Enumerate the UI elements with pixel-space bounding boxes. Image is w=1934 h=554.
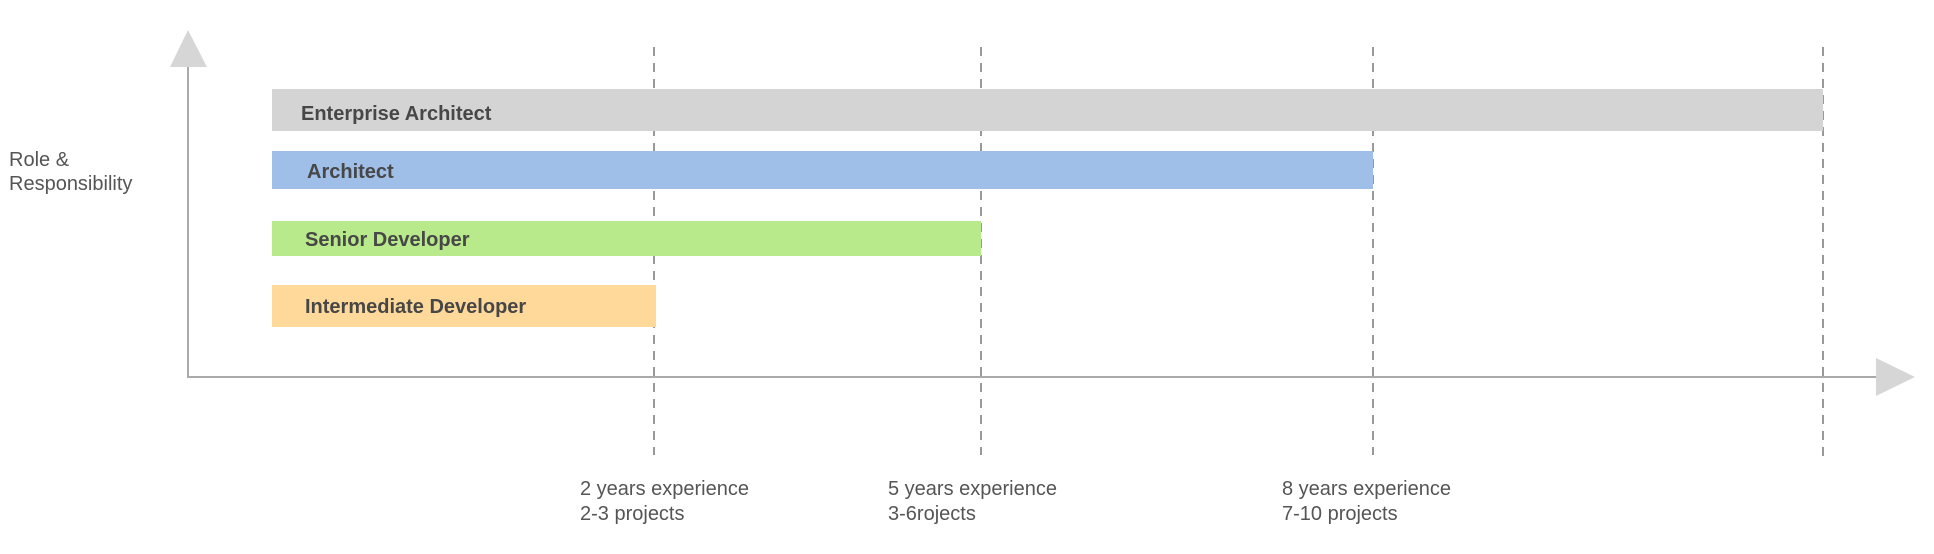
milestone-projects: 7-10 projects <box>1282 503 1398 525</box>
milestone-experience: 5 years experience <box>888 478 1057 500</box>
milestone-experience: 8 years experience <box>1282 478 1451 500</box>
milestone-projects: 3-6rojects <box>888 503 976 525</box>
x-axis-arrowhead <box>1876 358 1915 396</box>
role-bar-enterprise-architect: Enterprise Architect <box>272 89 1823 131</box>
role-bar-architect: Architect <box>272 151 1373 189</box>
role-bar-senior-developer: Senior Developer <box>272 221 981 256</box>
role-bar-intermediate-developer: Intermediate Developer <box>272 285 656 327</box>
role-bar-fill <box>272 285 656 327</box>
milestone-experience: 2 years experience <box>580 478 749 500</box>
milestone-label-5-years: 5 years experience 3-6rojects <box>888 478 1063 525</box>
y-axis-label-line-1: Role & <box>9 149 70 171</box>
y-axis-label-line-2: Responsibility <box>9 173 132 195</box>
milestone-label-2-years: 2 years experience 2-3 projects <box>580 478 755 525</box>
milestone-labels: 2 years experience 2-3 projects 5 years … <box>580 478 1457 525</box>
milestone-projects: 2-3 projects <box>580 503 685 525</box>
role-bar-fill <box>272 89 1823 131</box>
role-bar-label: Architect <box>307 161 394 183</box>
role-bar-fill <box>272 151 1373 189</box>
role-bars: Enterprise Architect Architect Senior De… <box>272 89 1823 327</box>
milestone-label-8-years: 8 years experience 7-10 projects <box>1282 478 1457 525</box>
y-axis-arrowhead <box>170 30 207 67</box>
y-axis-label: Role & Responsibility <box>9 149 132 195</box>
role-bar-fill <box>272 221 981 256</box>
role-bar-label: Senior Developer <box>305 229 470 251</box>
role-bar-label: Enterprise Architect <box>301 103 492 125</box>
role-bar-label: Intermediate Developer <box>305 296 526 318</box>
axes <box>170 30 1915 396</box>
